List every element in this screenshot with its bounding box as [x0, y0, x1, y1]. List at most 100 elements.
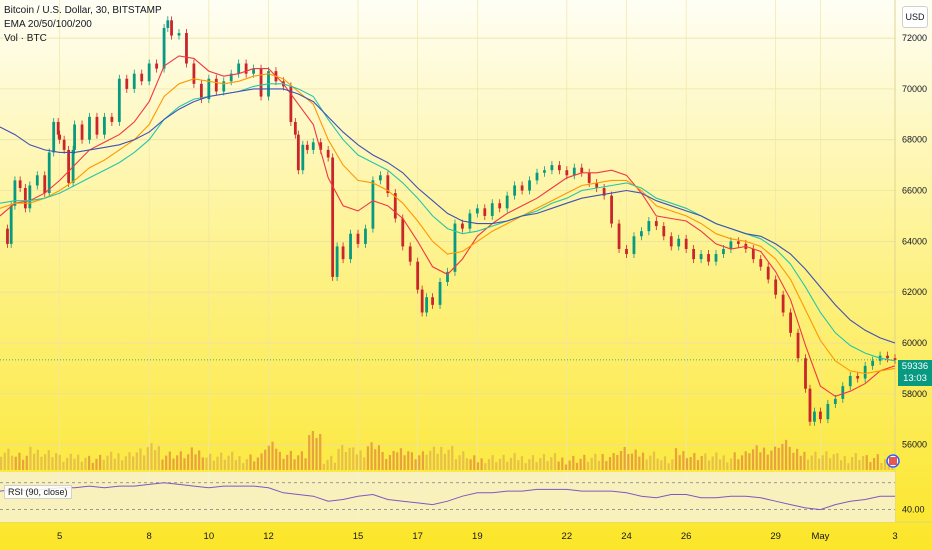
volume-bar	[678, 455, 681, 470]
volume-bar	[399, 448, 403, 470]
volume-bar	[649, 455, 652, 470]
volume-bar	[436, 453, 439, 470]
volume-bar	[531, 455, 535, 470]
volume-bar	[344, 451, 347, 470]
candle-body	[67, 149, 71, 183]
candle-body	[796, 332, 800, 359]
volume-bar	[704, 453, 707, 470]
volume-bar	[304, 458, 307, 470]
volume-bar	[744, 451, 747, 470]
volume-bar	[300, 451, 303, 470]
volume-bar	[803, 451, 806, 470]
volume-legend[interactable]: Vol · BTC	[4, 33, 47, 44]
volume-bar	[432, 446, 436, 470]
candle-body	[18, 180, 22, 188]
volume-bar	[297, 455, 300, 470]
volume-bar	[201, 457, 204, 470]
volume-bar	[205, 457, 208, 470]
candle-body	[23, 188, 27, 209]
volume-bar	[726, 462, 729, 470]
volume-bar	[66, 457, 69, 470]
volume-bar	[784, 439, 788, 470]
volume-bar	[641, 452, 645, 470]
volume-bar	[502, 454, 505, 470]
volume-bar	[557, 461, 560, 470]
volume-bar	[810, 455, 813, 470]
candle-body	[170, 20, 173, 36]
volume-bar	[337, 448, 340, 470]
volume-bar	[440, 446, 443, 470]
candle-body	[871, 360, 875, 366]
ema-legend[interactable]: EMA 20/50/100/200	[4, 19, 92, 30]
candle-body	[647, 221, 651, 232]
volume-bar	[561, 457, 564, 470]
candle-body	[774, 279, 778, 295]
candle-body	[813, 411, 816, 422]
volume-bar	[102, 459, 105, 470]
volume-bar	[770, 450, 773, 470]
candle-body	[229, 73, 233, 82]
candle-body	[550, 165, 554, 171]
candle-body	[356, 233, 360, 244]
volume-bar	[95, 458, 98, 470]
x-tick-label: 5	[57, 531, 62, 542]
candle-body	[28, 185, 32, 209]
candle-body	[420, 289, 424, 313]
candle-body	[438, 282, 442, 305]
candle-body	[47, 152, 51, 194]
volume-bar	[172, 458, 175, 470]
candle-body	[640, 231, 643, 237]
symbol-title[interactable]: Bitcoin / U.S. Dollar, 30, BITSTAMP	[4, 5, 162, 16]
volume-bar	[634, 449, 637, 470]
y-tick-label: 62000	[902, 287, 927, 297]
candle-body	[301, 144, 305, 171]
candle-body	[893, 358, 897, 360]
volume-bar	[586, 461, 590, 470]
candle-body	[416, 261, 420, 290]
volume-bar	[278, 451, 281, 470]
volume-bar	[11, 455, 14, 470]
volume-bar	[652, 451, 656, 470]
volume-bar	[766, 454, 769, 470]
y-tick-label: 68000	[902, 135, 927, 145]
volume-bar	[872, 458, 876, 470]
candle-body	[826, 403, 830, 420]
volume-bar	[190, 447, 193, 470]
volume-bar	[359, 450, 362, 470]
candle-body	[886, 355, 889, 359]
candle-body	[692, 248, 696, 260]
x-tick-label: 19	[472, 531, 483, 542]
volume-bar	[363, 457, 366, 470]
rsi-legend[interactable]: RSI (90, close)	[4, 485, 72, 499]
volume-bar	[165, 455, 168, 470]
volume-bar	[113, 458, 116, 470]
candle-body	[237, 63, 241, 74]
volume-bar	[597, 460, 601, 470]
volume-bar	[671, 459, 674, 470]
volume-bar	[583, 454, 586, 470]
candle-body	[401, 218, 405, 247]
currency-button[interactable]: USD	[902, 6, 928, 28]
candle-body	[431, 297, 434, 305]
volume-bar	[509, 457, 513, 470]
candle-body	[326, 149, 330, 158]
volume-bar	[132, 456, 135, 470]
volume-bar	[352, 447, 355, 470]
volume-bar	[755, 445, 758, 470]
volume-bar	[528, 459, 531, 470]
ema-line-ema20	[0, 55, 896, 397]
volume-bar	[282, 458, 285, 470]
candle-body	[625, 248, 628, 255]
volume-bar	[623, 447, 626, 470]
candle-body	[293, 121, 297, 135]
volume-bar	[150, 443, 153, 470]
volume-bar	[33, 453, 36, 470]
volume-bar	[799, 455, 802, 470]
x-tick-label: 10	[204, 531, 215, 542]
volume-bar	[605, 461, 608, 470]
volume-bar	[264, 449, 267, 470]
volume-bar	[487, 459, 491, 470]
candle-body	[199, 83, 203, 100]
y-tick-label: 64000	[902, 236, 927, 246]
